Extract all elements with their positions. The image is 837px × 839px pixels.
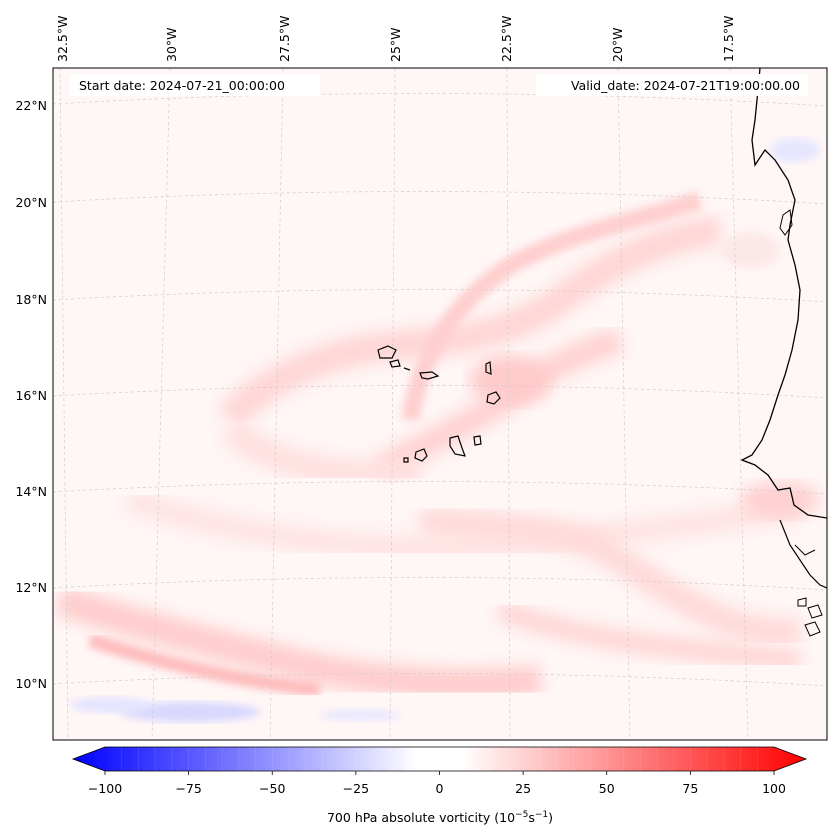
lon-label: 25°W [388, 27, 403, 62]
colorbar-tick-label: −75 [175, 781, 201, 796]
parallel-18n [53, 289, 827, 303]
bijagos-island [804, 621, 821, 637]
meridian-20w [617, 68, 631, 740]
estuary-coast [794, 544, 816, 556]
parallel-10n [53, 673, 827, 687]
parallel-16n [53, 385, 827, 399]
lon-label: 22.5°W [499, 16, 514, 62]
vorticity-band-southeast [418, 506, 803, 646]
island-sao-vicente [389, 359, 401, 368]
vorticity-band-north [218, 215, 723, 430]
negative-vorticity-patch [70, 697, 150, 713]
lon-label: 17.5°W [721, 16, 736, 62]
colorbar: −100 −75 −50 −25 0 25 50 75 100 700 hPa absolute… [71, 746, 808, 825]
colorbar-tick-label: 75 [682, 781, 698, 796]
parallel-14n [53, 481, 827, 495]
lat-label: 10°N [15, 676, 47, 691]
meridian-27-5w [269, 68, 284, 740]
lon-label: 20°W [610, 27, 625, 62]
itcz-band [55, 585, 542, 699]
vorticity-patch-coast [740, 482, 820, 518]
island-fogo [414, 448, 428, 462]
lat-label: 20°N [15, 195, 47, 210]
colorbar-tick-label: 0 [436, 781, 444, 796]
itcz-band-east [496, 600, 801, 670]
map-frame [52, 67, 828, 741]
lat-label: 18°N [15, 292, 47, 307]
negative-vorticity-patch [770, 138, 820, 162]
start-date-box [70, 74, 320, 96]
island-brava [403, 457, 409, 463]
island-santa-luzia [403, 367, 411, 371]
west-africa-coastline [740, 68, 827, 519]
island-sao-nicolau [419, 371, 440, 380]
valid-date-text: Valid_date: 2024-07-21T19:00:00.00 [571, 78, 800, 93]
island-sal [485, 361, 492, 375]
valid-date-box [536, 74, 808, 96]
lon-label: 30°W [164, 27, 179, 62]
lat-label: 14°N [15, 484, 47, 499]
meridian-22-5w [506, 68, 511, 740]
colorbar-ticks: −100 −75 −50 −25 0 25 50 75 100 [88, 747, 786, 796]
bijagos-island [807, 604, 823, 619]
lon-label: 27.5°W [277, 16, 292, 62]
lat-label: 16°N [15, 388, 47, 403]
island-maio [473, 435, 482, 446]
colorbar-tick-label: 50 [599, 781, 615, 796]
vorticity-band-south [126, 489, 802, 559]
colorbar-tick-label: −25 [343, 781, 369, 796]
colorbar-tick-label: 100 [762, 781, 786, 796]
negative-vorticity-patch [120, 702, 260, 722]
graticule [53, 68, 827, 740]
vorticity-band-west [221, 418, 422, 488]
colorbar-label: 700 hPa absolute vorticity (10−5s−1) [327, 810, 553, 825]
vorticity-field [53, 68, 827, 740]
banc-arguin-coast [779, 209, 793, 236]
parallel-22n [53, 93, 827, 107]
vorticity-center-max [470, 355, 550, 405]
lat-label: 22°N [15, 98, 47, 113]
lon-label: 32.5°W [55, 16, 70, 62]
meridian-32-5w [59, 68, 69, 740]
colorbar-tick-label: 25 [515, 781, 531, 796]
longitude-labels: 32.5°W 30°W 27.5°W 25°W 22.5°W 20°W 17.5… [55, 16, 736, 62]
island-santo-antao [377, 345, 397, 359]
meridian-30w [151, 68, 171, 740]
island-santiago [449, 435, 466, 457]
meridian-25w [389, 68, 396, 740]
meridian-17-5w [729, 68, 749, 740]
island-boa-vista [486, 391, 501, 405]
guinea-bissau-coastline [779, 519, 827, 589]
vorticity-band-arc [401, 191, 703, 422]
lat-label: 12°N [15, 580, 47, 595]
start-date-text: Start date: 2024-07-21_00:00:00 [79, 78, 285, 93]
bijagos-island [797, 597, 807, 607]
parallel-12n [53, 577, 827, 591]
parallel-20n [53, 191, 827, 205]
latitude-labels: 22°N 20°N 18°N 16°N 14°N 12°N 10°N [15, 98, 47, 691]
negative-vorticity-patch [320, 709, 400, 721]
vorticity-patch-coast [720, 232, 780, 268]
colorbar-tick-label: −100 [88, 781, 122, 796]
colorbar-tick-label: −50 [259, 781, 285, 796]
cape-verde-islands [377, 345, 501, 463]
itcz-core [87, 633, 321, 697]
